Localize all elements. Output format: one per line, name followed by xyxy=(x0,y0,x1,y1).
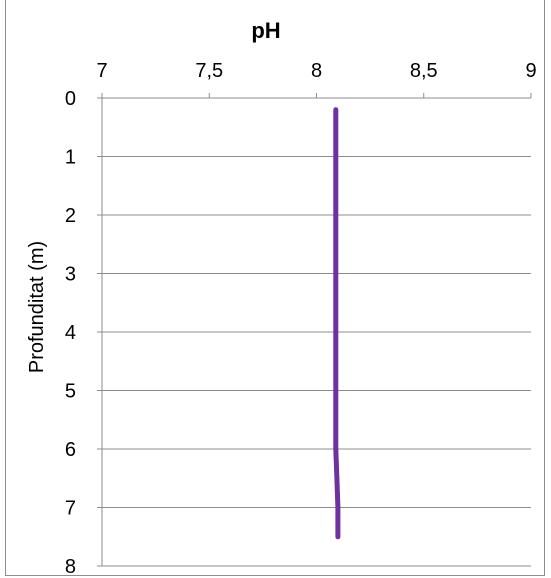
y-tick-label: 8 xyxy=(65,556,76,578)
y-axis-title: Profunditat (m) xyxy=(26,241,48,373)
x-tick-label: 8,5 xyxy=(410,60,438,82)
y-tick-label: 3 xyxy=(65,264,76,286)
x-tick-label: 8 xyxy=(311,60,322,82)
x-tick-label: 9 xyxy=(525,60,536,82)
x-tick-label: 7 xyxy=(96,60,107,82)
series-line-0 xyxy=(333,107,341,540)
y-tick-label: 5 xyxy=(65,381,76,403)
chart-frame xyxy=(5,0,545,576)
y-tick-label: 1 xyxy=(65,147,76,169)
y-tick-label: 4 xyxy=(65,322,76,344)
x-tick-label: 7,5 xyxy=(195,60,223,82)
chart-title: pH xyxy=(251,18,280,43)
x-axis-ticks: 7 7,5 8 8,5 9 xyxy=(96,60,537,98)
y-tick-label: 7 xyxy=(65,498,76,520)
y-tick-label: 6 xyxy=(65,439,76,461)
y-axis-ticks: 0 1 2 3 4 5 6 7 8 xyxy=(65,88,102,578)
series-group xyxy=(333,107,341,540)
gridlines xyxy=(102,156,531,567)
y-tick-label: 0 xyxy=(65,88,76,110)
y-tick-label: 2 xyxy=(65,205,76,227)
